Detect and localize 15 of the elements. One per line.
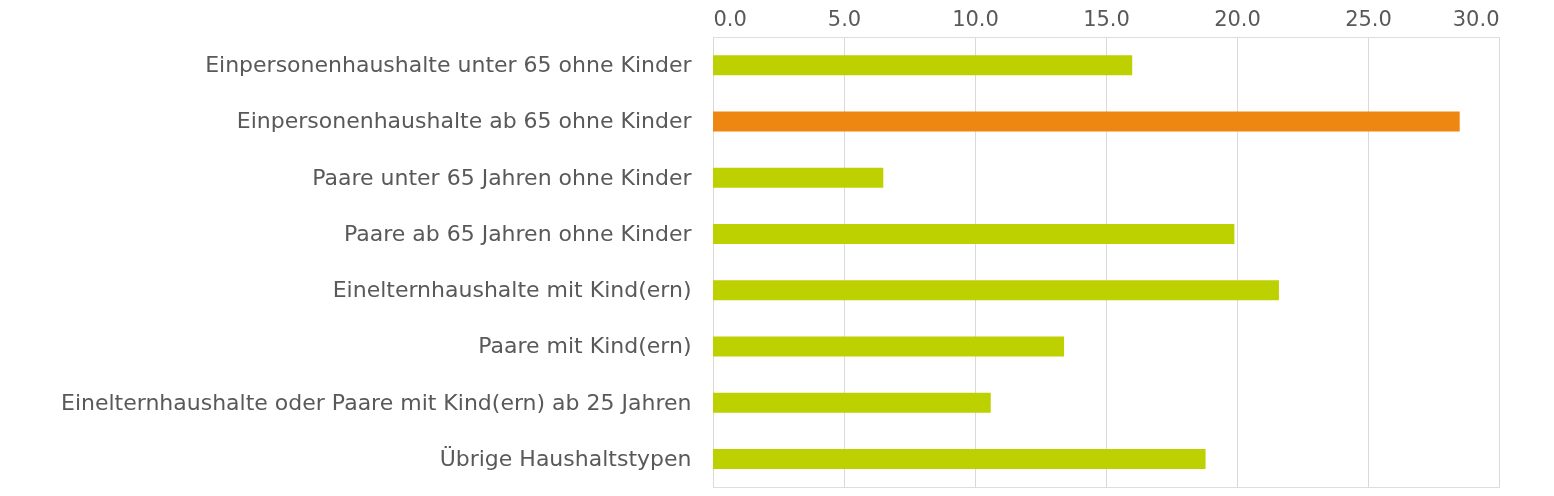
- x-tick-label: 15.0: [1083, 6, 1130, 31]
- y-tick-label: Einelternhaushalte mit Kind(ern): [332, 277, 692, 303]
- x-tick-label: 0.0: [713, 6, 747, 31]
- y-tick-label: Paare ab 65 Jahren ohne Kinder: [343, 220, 693, 246]
- x-tick-label: 20.0: [1214, 6, 1261, 31]
- y-tick-label: Einpersonenhaushalte unter 65 ohne Kinder: [205, 52, 693, 78]
- y-tick-label: Übrige Haushaltstypen: [439, 445, 692, 471]
- y-tick-label: Einelternhaushalte oder Paare mit Kind(ern) ab 25 Jahren: [60, 389, 692, 415]
- x-tick-label: 10.0: [952, 6, 999, 31]
- y-tick-label: Paare mit Kind(ern): [478, 333, 692, 359]
- y-tick-label: Paare unter 65 Jahren ohne Kinder: [312, 164, 693, 190]
- x-tick-label: 25.0: [1345, 6, 1392, 31]
- y-tick-label: Einpersonenhaushalte ab 65 ohne Kinder: [236, 108, 693, 134]
- x-tick-label: 5.0: [827, 6, 862, 31]
- x-tick-label: 30.0: [1452, 6, 1500, 31]
